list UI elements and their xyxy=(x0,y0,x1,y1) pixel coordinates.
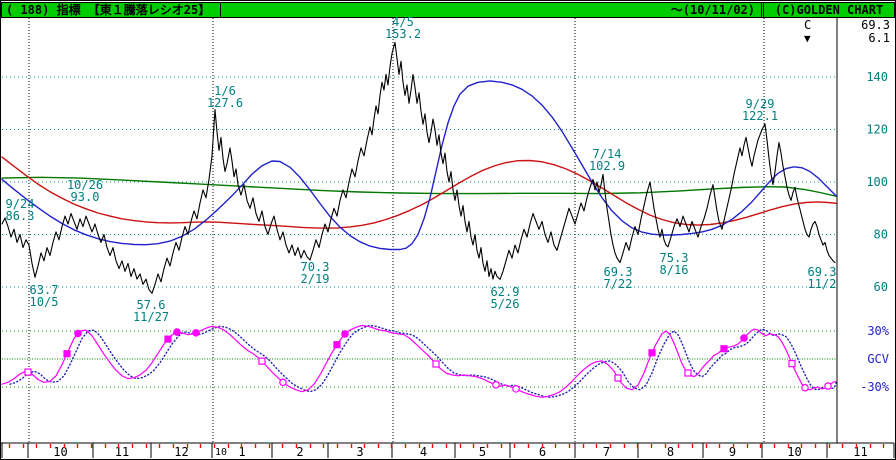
svg-text:8: 8 xyxy=(667,445,674,459)
date-range: ～(10/11/02) xyxy=(221,3,764,17)
svg-text:69.3: 69.3 xyxy=(604,265,633,279)
svg-text:7/22: 7/22 xyxy=(604,277,633,291)
svg-text:5: 5 xyxy=(479,445,486,459)
oscillator-markers xyxy=(24,328,832,393)
hollow-square-marker xyxy=(788,360,796,368)
svg-text:9/29: 9/29 xyxy=(746,97,775,111)
hollow-square-marker xyxy=(24,368,32,376)
filled-square-marker xyxy=(648,349,656,357)
hollow-square-marker xyxy=(684,369,692,377)
svg-text:10/5: 10/5 xyxy=(30,295,59,309)
svg-text:127.6: 127.6 xyxy=(207,96,243,110)
title-bar: ( 188) 指標 【東１騰落レシオ25】 ～(10/11/02) (C)GOL… xyxy=(1,2,895,18)
chart-title: ( 188) 指標 【東１騰落レシオ25】 xyxy=(2,3,221,17)
svg-text:10: 10 xyxy=(53,445,67,459)
svg-text:86.3: 86.3 xyxy=(6,209,35,223)
filled-circle-marker xyxy=(341,330,349,338)
upper-series xyxy=(1,41,837,294)
hollow-circle-marker xyxy=(824,382,832,390)
change-value: 6.1 xyxy=(868,31,890,45)
svg-text:100: 100 xyxy=(866,175,888,189)
svg-text:4/5: 4/5 xyxy=(392,15,414,29)
filled-square-marker xyxy=(164,335,172,343)
svg-text:153.2: 153.2 xyxy=(385,27,421,41)
svg-text:10: 10 xyxy=(215,447,227,458)
svg-text:75.3: 75.3 xyxy=(660,251,689,265)
hollow-square-marker xyxy=(258,357,266,365)
svg-text:6: 6 xyxy=(539,445,546,459)
svg-text:30%: 30% xyxy=(867,324,889,338)
svg-text:12: 12 xyxy=(174,445,188,459)
svg-text:GCV: GCV xyxy=(867,352,889,366)
svg-text:11/2: 11/2 xyxy=(808,277,837,291)
hollow-circle-marker xyxy=(512,385,520,393)
svg-text:102.9: 102.9 xyxy=(589,159,625,173)
quarter-lines xyxy=(28,18,765,443)
down-triangle-icon: ▼ xyxy=(804,32,811,45)
svg-text:11: 11 xyxy=(115,445,129,459)
svg-text:122.1: 122.1 xyxy=(742,109,778,123)
svg-text:80: 80 xyxy=(874,228,888,242)
svg-text:10: 10 xyxy=(787,445,801,459)
close-label: C xyxy=(804,18,812,32)
svg-text:11/27: 11/27 xyxy=(133,310,169,324)
filled-circle-marker xyxy=(192,329,200,337)
svg-text:8/16: 8/16 xyxy=(660,263,689,277)
quote-box: C 69.3 ▼ 6.1 xyxy=(804,19,890,46)
svg-text:60: 60 xyxy=(874,280,888,294)
filled-square-marker xyxy=(720,345,728,353)
hollow-circle-marker xyxy=(801,383,809,392)
hollow-circle-marker xyxy=(492,381,500,389)
oscillator-series xyxy=(1,324,837,398)
upper-gridlines: 140 120 100 80 60 xyxy=(2,70,888,294)
close-row: C 69.3 xyxy=(804,19,890,32)
oscillator-levels: 30% GCV -30% xyxy=(2,324,890,394)
svg-text:9/24: 9/24 xyxy=(6,197,35,211)
svg-text:70.3: 70.3 xyxy=(301,260,330,274)
change-row: ▼ 6.1 xyxy=(804,31,890,46)
filled-square-marker xyxy=(333,341,341,349)
svg-text:62.9: 62.9 xyxy=(491,285,520,299)
copyright: (C)GOLDEN CHART xyxy=(774,3,884,17)
filled-circle-marker xyxy=(740,334,748,342)
hollow-square-marker xyxy=(432,360,440,368)
filled-circle-marker xyxy=(74,329,82,338)
filled-circle-marker xyxy=(173,328,181,336)
svg-text:63.7: 63.7 xyxy=(30,283,59,297)
svg-text:-30%: -30% xyxy=(860,380,890,394)
svg-text:11: 11 xyxy=(853,445,867,459)
svg-text:10/26: 10/26 xyxy=(67,178,103,192)
svg-text:57.6: 57.6 xyxy=(137,298,166,312)
svg-text:4: 4 xyxy=(420,445,427,459)
svg-text:120: 120 xyxy=(866,123,888,137)
svg-text:1/6: 1/6 xyxy=(214,84,236,98)
hollow-circle-marker xyxy=(279,378,287,387)
hollow-square-marker xyxy=(614,374,622,382)
svg-text:93.0: 93.0 xyxy=(71,190,100,204)
svg-text:2/19: 2/19 xyxy=(301,272,330,286)
svg-text:69.3: 69.3 xyxy=(808,265,837,279)
svg-text:3: 3 xyxy=(356,445,363,459)
svg-text:1: 1 xyxy=(238,445,245,459)
svg-text:5/26: 5/26 xyxy=(491,297,520,311)
close-value: 69.3 xyxy=(861,18,890,32)
svg-text:7/14: 7/14 xyxy=(593,147,622,161)
svg-text:7: 7 xyxy=(603,445,610,459)
svg-text:9: 9 xyxy=(729,445,736,459)
svg-text:140: 140 xyxy=(866,70,888,84)
filled-square-marker xyxy=(63,350,71,358)
svg-text:2: 2 xyxy=(296,445,303,459)
